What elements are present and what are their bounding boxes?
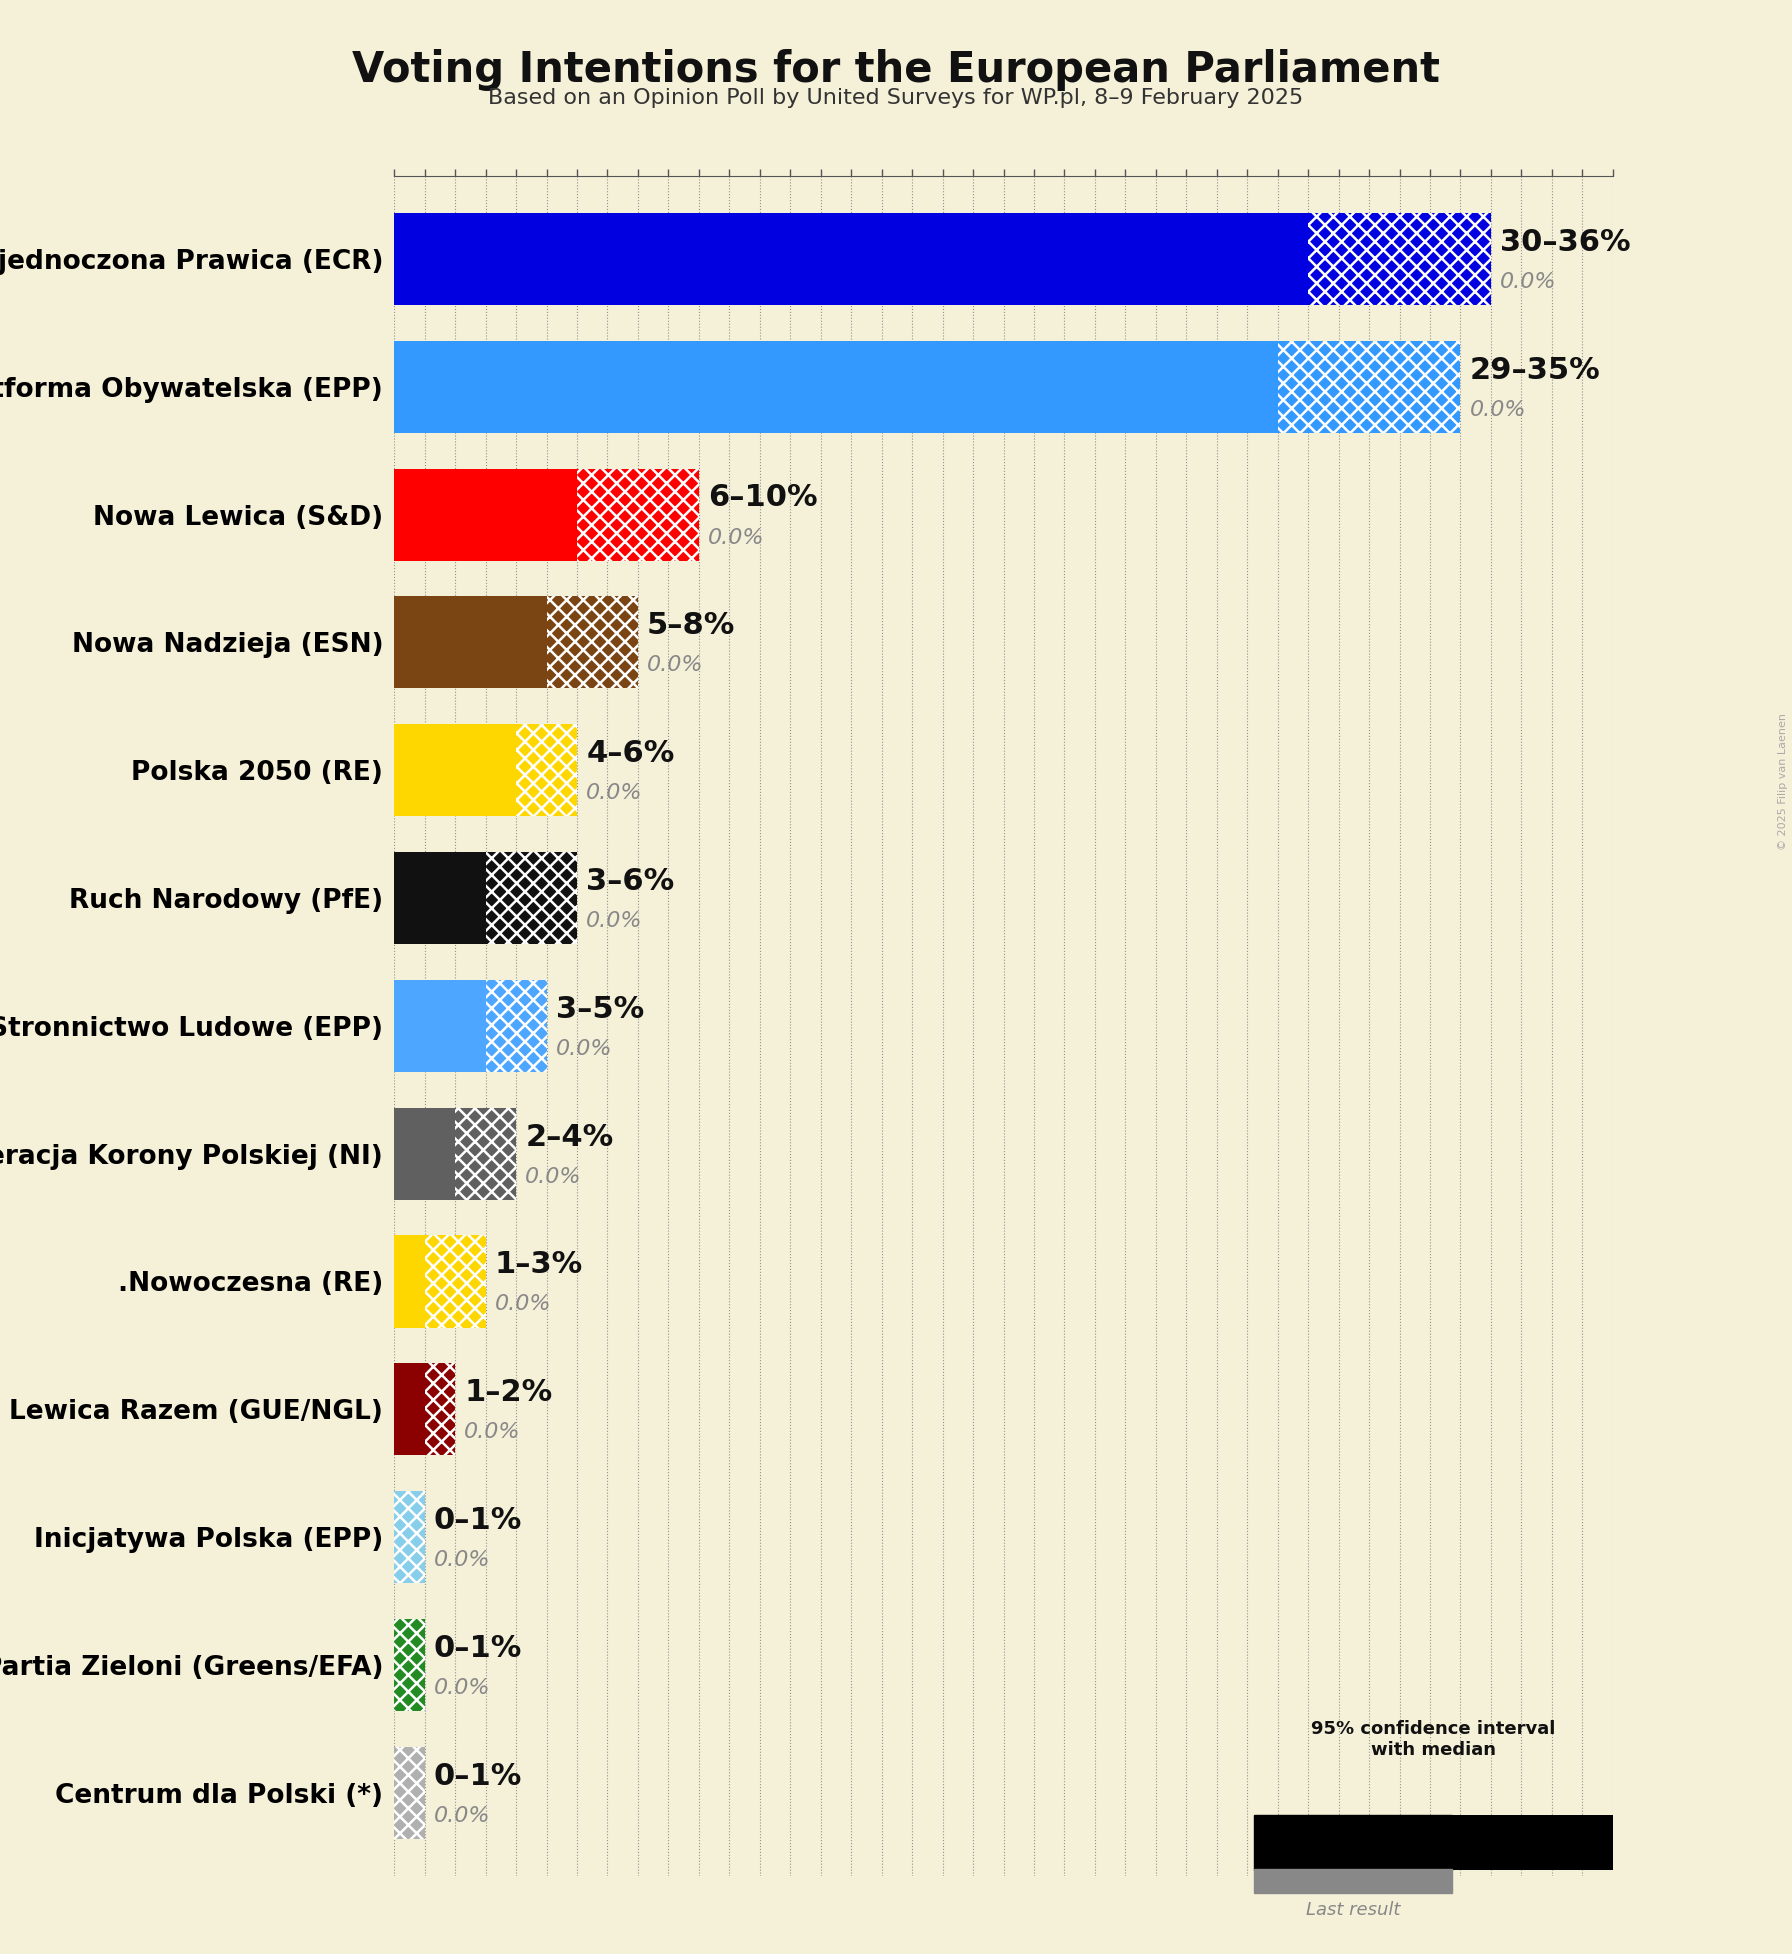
Text: 0.0%: 0.0% xyxy=(647,655,704,676)
Bar xyxy=(486,852,577,944)
Text: Based on an Opinion Poll by United Surveys for WP.pl, 8–9 February 2025: Based on an Opinion Poll by United Surve… xyxy=(489,88,1303,107)
Text: 0.0%: 0.0% xyxy=(525,1167,582,1186)
Text: 4–6%: 4–6% xyxy=(586,739,674,768)
Bar xyxy=(394,213,1308,305)
Text: 0.0%: 0.0% xyxy=(1469,401,1527,420)
Text: 0.0%: 0.0% xyxy=(1500,272,1557,291)
Text: 0.0%: 0.0% xyxy=(708,528,765,547)
Text: 1–2%: 1–2% xyxy=(464,1378,552,1407)
Text: 29–35%: 29–35% xyxy=(1469,356,1600,385)
Text: 6–10%: 6–10% xyxy=(708,483,817,512)
Text: Last result: Last result xyxy=(1306,1901,1400,1919)
Text: 0.0%: 0.0% xyxy=(464,1423,521,1442)
Text: 0.0%: 0.0% xyxy=(586,911,643,930)
Text: 0–1%: 0–1% xyxy=(434,1634,521,1663)
Text: 0.0%: 0.0% xyxy=(495,1294,552,1315)
Bar xyxy=(425,1235,486,1327)
Text: 95% confidence interval
with median: 95% confidence interval with median xyxy=(1312,1720,1555,1759)
Text: 1–3%: 1–3% xyxy=(495,1251,582,1280)
Bar xyxy=(394,979,486,1073)
Text: 0–1%: 0–1% xyxy=(434,1763,521,1790)
Text: 30–36%: 30–36% xyxy=(1500,229,1631,256)
Text: 0.0%: 0.0% xyxy=(556,1040,613,1059)
Text: 0.0%: 0.0% xyxy=(434,1550,491,1571)
Text: 0–1%: 0–1% xyxy=(434,1507,521,1536)
Bar xyxy=(455,1108,516,1200)
Bar xyxy=(394,340,1278,432)
Bar xyxy=(1308,213,1491,305)
Bar xyxy=(394,596,547,688)
Bar xyxy=(394,725,516,817)
Text: 0.0%: 0.0% xyxy=(434,1805,491,1825)
Text: 3–5%: 3–5% xyxy=(556,995,643,1024)
Bar xyxy=(394,1108,455,1200)
Bar xyxy=(547,596,638,688)
Text: © 2025 Filip van Laenen: © 2025 Filip van Laenen xyxy=(1778,713,1788,850)
Bar xyxy=(425,1364,455,1456)
Bar xyxy=(394,1491,425,1583)
Bar xyxy=(516,725,577,817)
Text: 0.0%: 0.0% xyxy=(434,1678,491,1698)
Bar xyxy=(577,469,699,561)
Text: 2–4%: 2–4% xyxy=(525,1122,613,1151)
Bar xyxy=(1278,340,1460,432)
Bar xyxy=(394,469,577,561)
Bar xyxy=(394,1747,425,1839)
Text: Voting Intentions for the European Parliament: Voting Intentions for the European Parli… xyxy=(351,49,1441,90)
Bar xyxy=(394,852,486,944)
Bar xyxy=(394,1620,425,1712)
Text: 0.0%: 0.0% xyxy=(586,784,643,803)
Bar xyxy=(394,1235,425,1327)
Text: 5–8%: 5–8% xyxy=(647,612,735,641)
Bar xyxy=(486,979,547,1073)
Text: 3–6%: 3–6% xyxy=(586,868,674,897)
Bar xyxy=(394,1364,425,1456)
